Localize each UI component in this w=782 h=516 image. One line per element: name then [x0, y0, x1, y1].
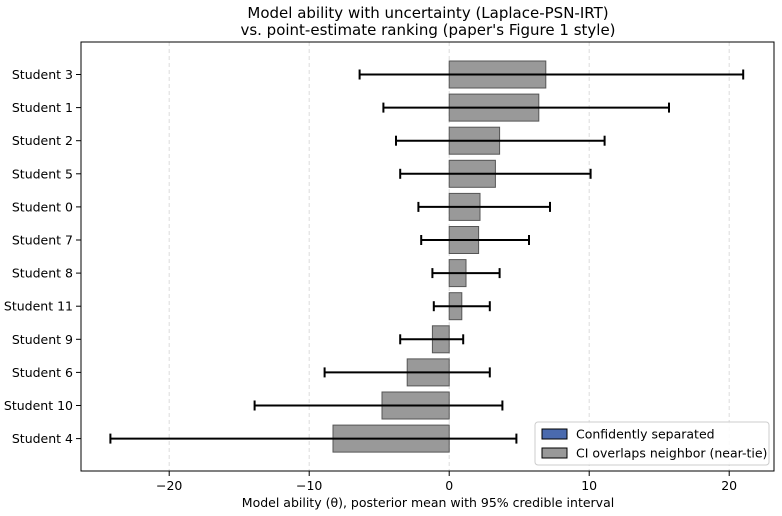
y-tick-label: Student 8 — [12, 266, 73, 281]
y-tick-label: Student 4 — [12, 431, 73, 446]
plot-frame — [80, 41, 775, 472]
x-axis: −20 −10 0 10 20 — [156, 471, 737, 493]
y-axis: Student 3 Student 1 Student 2 Student 5 Stud… — [4, 67, 81, 446]
chart-subtitle: vs. point-estimate ranking (paper's Figu… — [240, 21, 615, 39]
bars — [332, 60, 547, 453]
x-tick-label: −10 — [296, 478, 322, 493]
x-tick-label: 20 — [721, 478, 737, 493]
legend-swatch-near-tie — [541, 447, 568, 459]
y-tick-label: Student 11 — [4, 299, 73, 314]
y-tick-label: Student 10 — [4, 398, 73, 413]
x-tick-label: 10 — [581, 478, 597, 493]
y-tick-label: Student 0 — [12, 199, 73, 214]
legend-box — [534, 421, 770, 466]
y-tick-label: Student 5 — [12, 166, 73, 181]
legend-swatch-separated — [541, 428, 568, 440]
x-tick-label: −20 — [156, 478, 182, 493]
chart-title: Model ability with uncertainty (Laplace-… — [247, 4, 608, 22]
legend-label-near-tie: CI overlaps neighbor (near-tie) — [576, 446, 767, 461]
y-tick-label: Student 9 — [12, 332, 73, 347]
y-tick-label: Student 2 — [12, 133, 73, 148]
x-tick-label: 0 — [445, 478, 453, 493]
y-tick-label: Student 6 — [12, 365, 73, 380]
legend-label-separated: Confidently separated — [576, 427, 715, 442]
y-tick-label: Student 7 — [12, 233, 73, 248]
error-bars — [109, 69, 745, 444]
x-axis-label: Model ability (θ), posterior mean with 9… — [242, 495, 614, 510]
y-tick-label: Student 3 — [12, 67, 73, 82]
legend: Confidently separated CI overlaps neighb… — [534, 421, 770, 466]
y-tick-label: Student 1 — [12, 100, 73, 115]
